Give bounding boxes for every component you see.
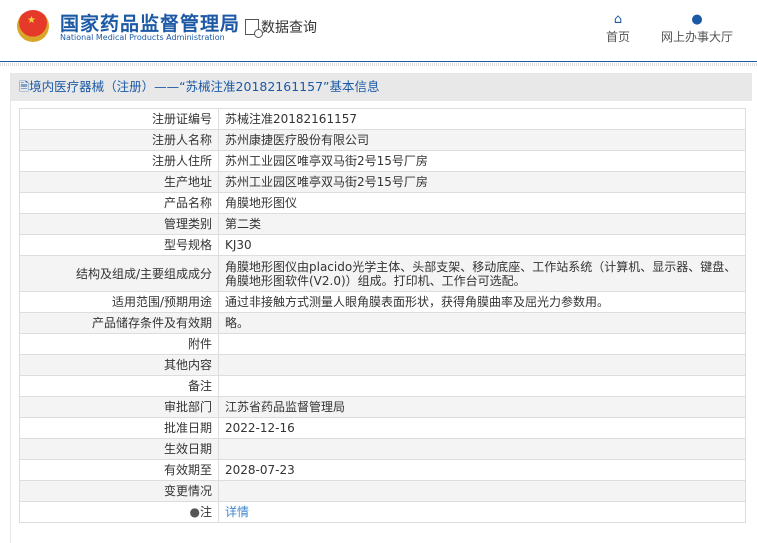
- row-value: [218, 354, 746, 376]
- row-value: 江苏省药品监督管理局: [218, 396, 746, 418]
- row-label: 附件: [19, 333, 219, 355]
- table-row: 结构及组成/主要组成成分 角膜地形图仪由placido光学主体、头部支架、移动底座…: [19, 255, 746, 292]
- row-value: 第二类: [218, 213, 746, 235]
- row-value: 角膜地形图仪: [218, 192, 746, 214]
- row-label: 生产地址: [19, 171, 219, 193]
- table-row: 备注: [19, 375, 746, 397]
- row-label: 产品名称: [19, 192, 219, 214]
- table-row: 适用范围/预期用途 通过非接触方式测量人眼角膜表面形状，获得角膜曲率及屈光力参数用…: [19, 291, 746, 313]
- brand-name[interactable]: 国家药品监督管理局: [60, 13, 241, 35]
- row-value: [218, 375, 746, 397]
- document-icon: 🗎: [19, 79, 30, 94]
- table-row: 管理类别 第二类: [19, 213, 746, 235]
- row-label: 管理类别: [19, 213, 219, 235]
- row-label: 注册人名称: [19, 129, 219, 151]
- table-row: 批准日期 2022-12-16: [19, 417, 746, 439]
- document-search-icon: [245, 19, 263, 38]
- site-header: 国家药品监督管理局 National Medical Products Admi…: [0, 0, 757, 66]
- table-row: 附件: [19, 333, 746, 355]
- row-value: KJ30: [218, 234, 746, 256]
- nav-online-hall[interactable]: ● 网上办事大厅: [661, 12, 733, 45]
- home-icon: ⌂: [613, 12, 623, 27]
- table-row: 生产地址 苏州工业园区唯亭双马街2号15号厂房: [19, 171, 746, 193]
- row-label: 注册证编号: [19, 108, 219, 130]
- row-value: 苏州工业园区唯亭双马街2号15号厂房: [218, 150, 746, 172]
- note-label: 注: [199, 505, 212, 519]
- row-label: 结构及组成/主要组成成分: [19, 255, 219, 292]
- table-row-note: ●注 详情: [19, 501, 746, 523]
- row-label: ●注: [19, 501, 219, 523]
- table-row: 审批部门 江苏省药品监督管理局: [19, 396, 746, 418]
- user-icon: ●: [691, 12, 703, 27]
- nav-home-label: 首页: [606, 30, 631, 44]
- table-row: 注册人住所 苏州工业园区唯亭双马街2号15号厂房: [19, 150, 746, 172]
- row-label: 批准日期: [19, 417, 219, 439]
- row-value: 角膜地形图仪由placido光学主体、头部支架、移动底座、工作站系统（计算机、显…: [218, 255, 746, 292]
- row-label: 有效期至: [19, 459, 219, 481]
- table-row: 其他内容: [19, 354, 746, 376]
- row-value: 苏州康捷医疗股份有限公司: [218, 129, 746, 151]
- info-table: 注册证编号 苏械注准20182161157 注册人名称 苏州康捷医疗股份有限公司 注册人…: [19, 108, 746, 523]
- row-value: 2028-07-23: [218, 459, 746, 481]
- details-link[interactable]: 详情: [225, 505, 250, 519]
- row-value: [218, 333, 746, 355]
- panel-title-text: 境内医疗器械（注册）——“苏械注准20182161157”基本信息: [29, 79, 380, 94]
- data-query-label: 数据查询: [261, 20, 317, 36]
- row-label: 备注: [19, 375, 219, 397]
- table-row: 生效日期: [19, 438, 746, 460]
- row-value: 略。: [218, 312, 746, 334]
- row-value: [218, 438, 746, 460]
- national-emblem-logo: [17, 10, 49, 42]
- row-value: [218, 480, 746, 502]
- row-value: 详情: [218, 501, 746, 523]
- row-value: 2022-12-16: [218, 417, 746, 439]
- nav-home[interactable]: ⌂ 首页: [606, 12, 630, 45]
- row-label: 产品储存条件及有效期: [19, 312, 219, 334]
- row-label: 生效日期: [19, 438, 219, 460]
- row-label: 型号规格: [19, 234, 219, 256]
- table-row: 有效期至 2028-07-23: [19, 459, 746, 481]
- row-value: 苏州工业园区唯亭双马街2号15号厂房: [218, 171, 746, 193]
- row-label: 其他内容: [19, 354, 219, 376]
- table-row: 产品名称 角膜地形图仪: [19, 192, 746, 214]
- brand-name-en: National Medical Products Administration: [60, 33, 225, 42]
- data-query-link[interactable]: 数据查询: [245, 17, 317, 38]
- table-row: 型号规格 KJ30: [19, 234, 746, 256]
- pin-icon: ●: [189, 505, 200, 519]
- row-label: 适用范围/预期用途: [19, 291, 219, 313]
- panel-title: 🗎境内医疗器械（注册）——“苏械注准20182161157”基本信息: [11, 73, 752, 101]
- row-value: 通过非接触方式测量人眼角膜表面形状，获得角膜曲率及屈光力参数用。: [218, 291, 746, 313]
- table-row: 变更情况: [19, 480, 746, 502]
- table-row: 产品储存条件及有效期 略。: [19, 312, 746, 334]
- row-label: 注册人住所: [19, 150, 219, 172]
- row-label: 审批部门: [19, 396, 219, 418]
- table-row: 注册人名称 苏州康捷医疗股份有限公司: [19, 129, 746, 151]
- info-panel: 🗎境内医疗器械（注册）——“苏械注准20182161157”基本信息 注册证编号…: [10, 73, 752, 543]
- nav-online-hall-label: 网上办事大厅: [661, 30, 734, 44]
- row-value: 苏械注准20182161157: [218, 108, 746, 130]
- row-label: 变更情况: [19, 480, 219, 502]
- table-row: 注册证编号 苏械注准20182161157: [19, 108, 746, 130]
